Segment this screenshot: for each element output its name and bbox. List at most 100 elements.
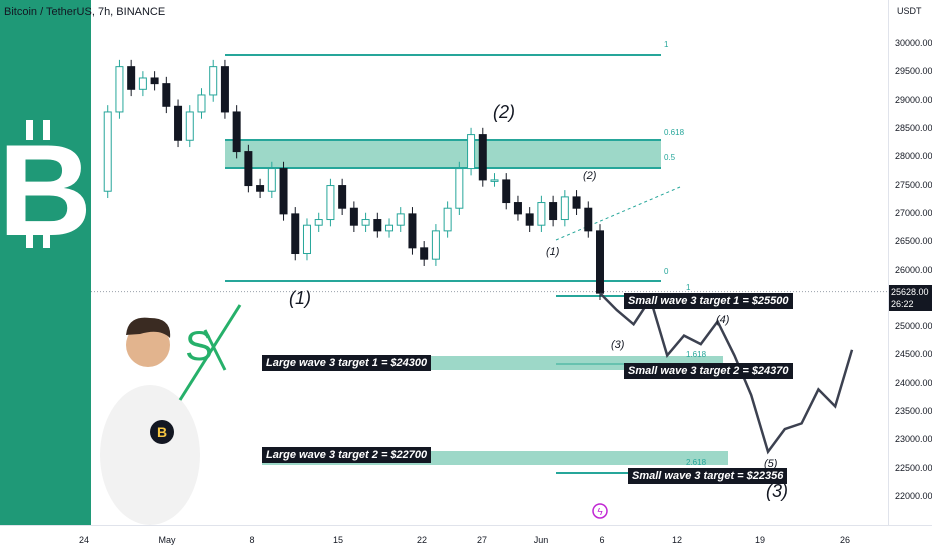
y-tick-label: 27000.00: [895, 207, 932, 218]
brand-sidebar: [0, 0, 91, 525]
small-target-3-label: Small wave 3 target = $22356: [628, 468, 788, 484]
large-target-1-label: Large wave 3 target 1 = $24300: [262, 355, 432, 371]
price-chart[interactable]: B B S ϟ: [0, 0, 888, 525]
candle-body: [138, 77, 147, 90]
candle-body: [256, 185, 265, 192]
avatar-illustration: B: [100, 317, 200, 525]
time-axis[interactable]: 24 May 8 15 22 27 Jun 6 12 19 26: [0, 525, 932, 551]
candle-body: [174, 105, 183, 141]
candle-body: [127, 66, 136, 90]
wave-big-1: (1): [289, 288, 311, 308]
candle-body: [467, 134, 476, 170]
candles-group: [103, 59, 604, 300]
x-tick-label: Jun: [533, 535, 549, 545]
projection-path: [599, 292, 854, 455]
candle-body: [162, 83, 171, 107]
small-target-1-label: Small wave 3 target 1 = $25500: [624, 293, 793, 309]
fib-big-05: 0.5: [664, 153, 676, 162]
y-tick-label: 23000.00: [895, 434, 932, 445]
candle-body: [302, 224, 311, 255]
y-tick-label: 27500.00: [895, 179, 932, 190]
candle-body: [431, 230, 440, 260]
candle-body: [373, 219, 382, 232]
y-tick-label: 26500.00: [895, 236, 932, 247]
price-axis[interactable]: USDT 30000.00 29500.00 29000.00 28500.00 280…: [888, 0, 932, 525]
candle-body: [502, 179, 511, 204]
y-tick-label: 22000.00: [895, 491, 932, 501]
candle-body: [361, 219, 370, 226]
candle-body: [420, 247, 429, 260]
svg-text:B: B: [157, 424, 167, 440]
small-target-2-label: Small wave 3 target 2 = $24370: [624, 363, 793, 379]
y-tick-label: 22500.00: [895, 462, 932, 473]
svg-text:ϟ: ϟ: [597, 507, 603, 518]
fib-small-1618: 1.618: [686, 350, 707, 359]
candle-body: [197, 94, 206, 113]
candle-body: [478, 134, 487, 181]
x-tick-label: 22: [416, 535, 428, 545]
trend-line: [555, 186, 681, 241]
y-tick-label: 28000.00: [895, 151, 932, 162]
x-tick-label: 12: [671, 535, 683, 545]
candle-body: [396, 213, 405, 226]
candle-body: [443, 207, 452, 232]
wave-small-1: (1): [546, 246, 560, 258]
candle-body: [560, 196, 569, 221]
fib-band: [225, 140, 661, 168]
candle-body: [596, 230, 604, 294]
y-tick-label: 24000.00: [895, 377, 932, 388]
candle-body: [338, 185, 347, 209]
y-tick-label: 24500.00: [895, 349, 932, 360]
y-tick-label: 26000.00: [895, 264, 932, 275]
candle-body: [455, 168, 464, 209]
sx-logo-icon: S: [178, 304, 242, 401]
candle-body: [185, 111, 194, 141]
candle-body: [349, 207, 358, 226]
candle-body: [549, 202, 558, 221]
x-tick-label: 26: [839, 535, 851, 545]
fib-small-2618: 2.618: [686, 458, 707, 467]
candle-body: [525, 213, 534, 226]
price-unit: USDT: [897, 6, 922, 16]
wave-small-3: (3): [611, 339, 625, 351]
candle-body: [267, 168, 276, 192]
candle-body: [279, 168, 288, 215]
svg-text:S: S: [185, 322, 213, 369]
candle-body: [490, 179, 499, 182]
candle-body: [209, 66, 218, 96]
x-tick-label: 27: [476, 535, 488, 545]
candle-body: [572, 196, 581, 209]
x-tick-label: 15: [332, 535, 344, 545]
x-tick-label: May: [158, 535, 176, 545]
x-tick-label: 8: [249, 535, 255, 545]
candle-body: [385, 224, 394, 232]
chart-title: Bitcoin / TetherUS, 7h, BINANCE: [4, 6, 166, 18]
y-tick-label: 30000.00: [895, 38, 932, 48]
fib-small-1: 1: [686, 283, 691, 292]
wave-big-2: (2): [493, 102, 515, 122]
current-price: 25628.00: [891, 287, 929, 297]
candle-body: [326, 185, 335, 221]
candle-body: [513, 202, 522, 215]
x-tick-label: 19: [754, 535, 766, 545]
candle-body: [314, 219, 323, 226]
y-tick-label: 29000.00: [895, 94, 932, 105]
candle-body: [220, 66, 229, 113]
current-price-badge: 25628.00 26:22: [889, 285, 932, 311]
candle-body: [232, 111, 241, 153]
wave-big-3: (3): [766, 481, 788, 501]
candle-body: [103, 111, 112, 192]
fib-big-0618: 0.618: [664, 128, 685, 137]
candle-body: [408, 213, 417, 249]
wave-small-4: (4): [716, 314, 730, 326]
large-target-2-label: Large wave 3 target 2 = $22700: [262, 447, 432, 463]
candle-body: [584, 207, 593, 232]
candle-body: [150, 77, 159, 85]
candle-body: [291, 213, 300, 255]
y-tick-label: 23500.00: [895, 406, 932, 417]
candle-body: [115, 66, 124, 113]
lightning-icon[interactable]: ϟ: [592, 503, 608, 519]
y-tick-label: 29500.00: [895, 66, 932, 77]
candle-body: [244, 151, 253, 187]
wave-small-2: (2): [583, 170, 597, 182]
